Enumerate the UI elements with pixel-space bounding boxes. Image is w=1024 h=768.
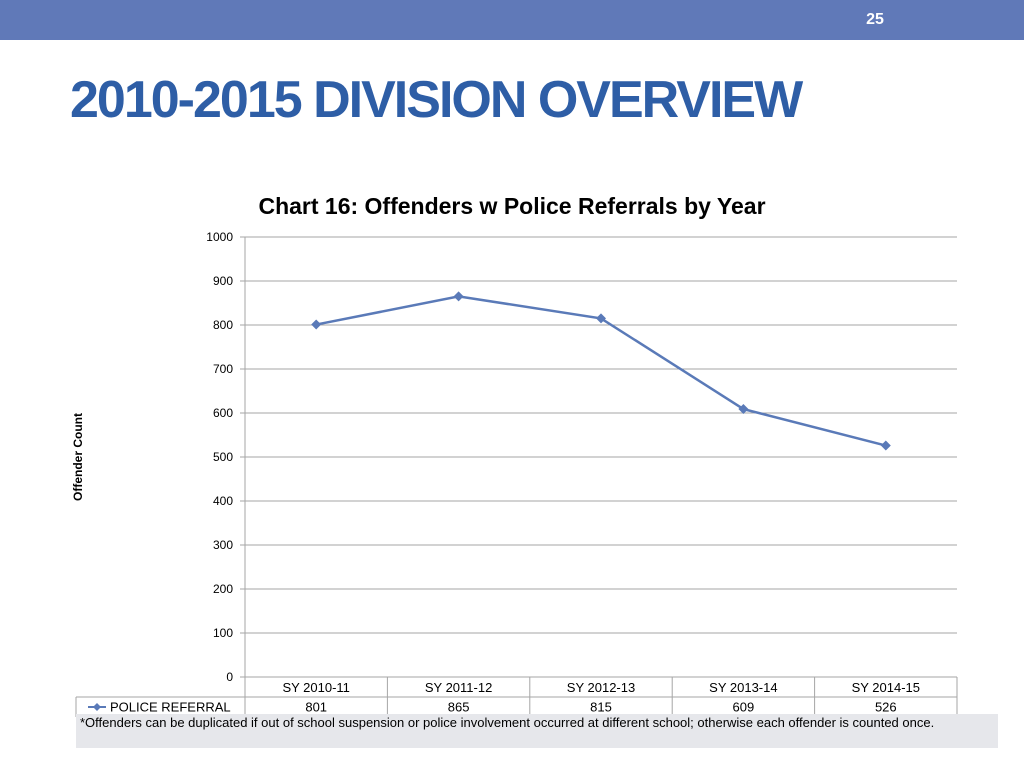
page-number: 25 xyxy=(866,11,884,28)
data-point xyxy=(453,291,464,302)
legend-diamond-marker xyxy=(93,703,101,711)
data-point xyxy=(596,313,606,324)
data-point xyxy=(311,319,322,330)
data-table-value: 865 xyxy=(448,700,470,715)
data-table: SY 2010-11 SY 2011-12 SY 2012-13 SY 2013-14… xyxy=(75,676,958,718)
y-tick-label: 1000 xyxy=(206,230,233,244)
y-tick-label: 200 xyxy=(213,582,233,596)
series-name-label: POLICE REFERRAL xyxy=(110,700,231,715)
y-tick-label: 0 xyxy=(226,670,233,684)
data-table-value: 815 xyxy=(590,700,612,715)
y-tick-label: 400 xyxy=(213,494,233,508)
data-point xyxy=(880,440,891,451)
y-tick-label: 500 xyxy=(213,450,233,464)
y-tick-label: 800 xyxy=(213,318,233,332)
data-table-value: 801 xyxy=(305,700,327,715)
footnote: *Offenders can be duplicated if out of s… xyxy=(76,714,998,748)
x-category-label: SY 2011-12 xyxy=(425,680,492,695)
y-tick-label: 100 xyxy=(213,626,233,640)
x-category-label: SY 2013-14 xyxy=(709,680,777,695)
y-tick-label: 900 xyxy=(213,274,233,288)
y-tick-label: 300 xyxy=(213,538,233,552)
slide-title: 2010-2015 DIVISION OVERVIEW xyxy=(70,71,803,129)
y-tick-label: 600 xyxy=(213,406,233,420)
series-layer xyxy=(311,291,891,451)
data-table-value: 526 xyxy=(875,700,897,715)
x-category-label: SY 2014-15 xyxy=(852,680,920,695)
y-axis-label: Offender Count xyxy=(71,413,85,501)
data-point xyxy=(738,404,749,415)
top-bar xyxy=(0,0,1024,40)
x-category-label: SY 2010-11 xyxy=(282,680,349,695)
data-table-value: 609 xyxy=(733,700,755,715)
y-tick-label: 700 xyxy=(213,362,233,376)
gridlines: 0 100 200 300 400 500 600 700 800 900 1000 xyxy=(206,230,957,684)
x-category-label: SY 2012-13 xyxy=(567,680,635,695)
chart-title: Chart 16: Offenders w Police Referrals b… xyxy=(258,193,765,219)
